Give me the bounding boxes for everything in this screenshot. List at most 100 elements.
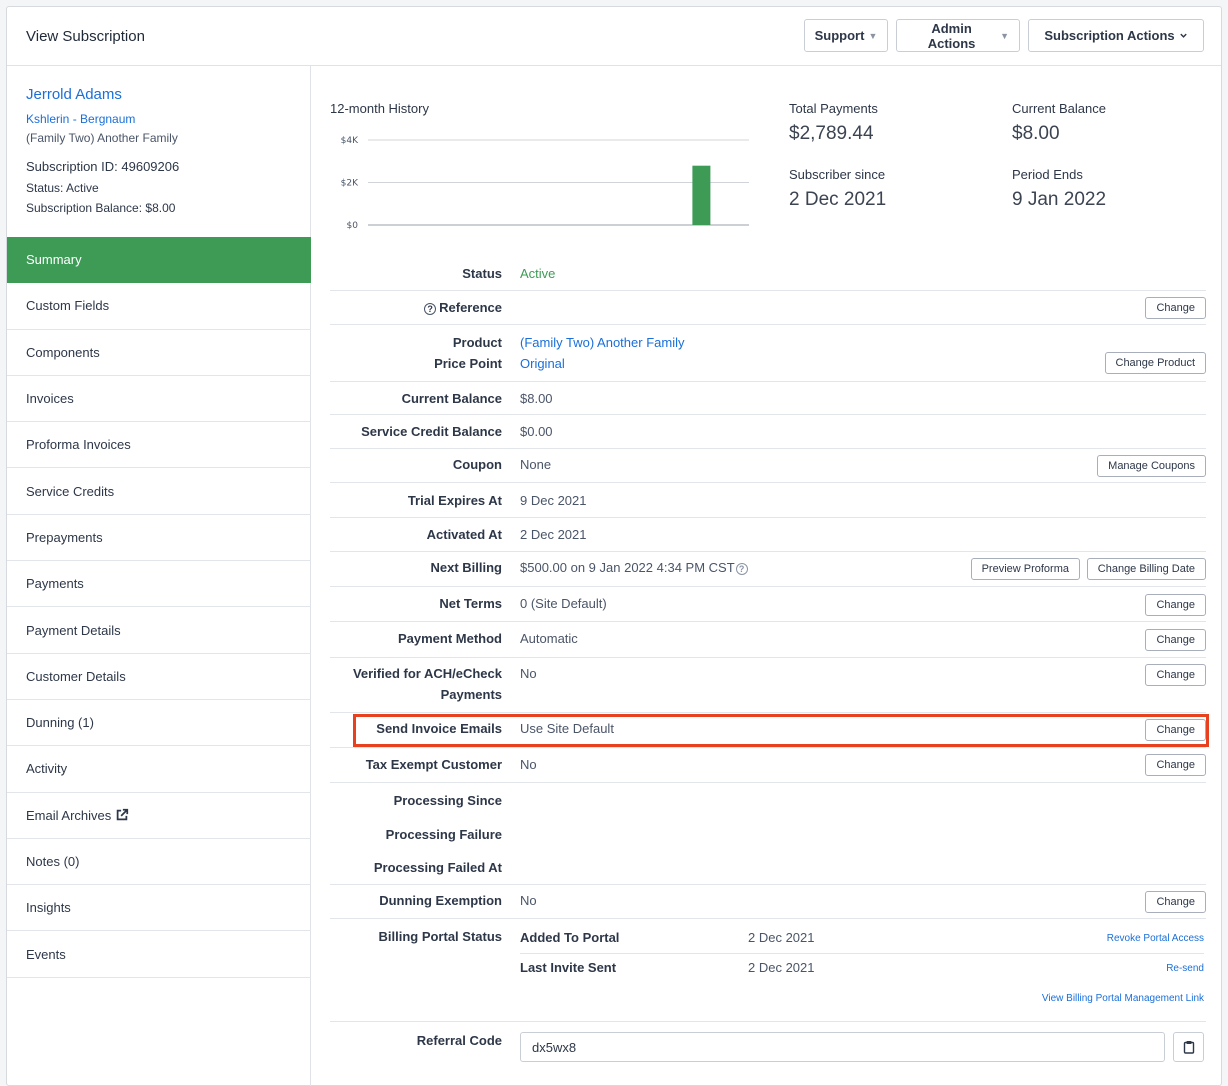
- revoke-portal-access-link[interactable]: Revoke Portal Access: [1106, 933, 1204, 944]
- subscription-id: Subscription ID: 49609206: [26, 159, 180, 174]
- row-verified-ach: Verified for ACH/eCheck Payments No Chan…: [330, 658, 1206, 713]
- portal-invite-row: Last Invite Sent 2 Dec 2021 Re-send: [520, 954, 1204, 984]
- sidebar-item-summary[interactable]: Summary: [7, 237, 311, 284]
- customer-plan: (Family Two) Another Family: [26, 131, 178, 145]
- change-reference-button[interactable]: Change: [1145, 297, 1206, 319]
- sidebar-item-email-archives[interactable]: Email Archives: [7, 793, 311, 839]
- admin-actions-dropdown-button[interactable]: Admin Actions ▼: [896, 19, 1020, 52]
- coupon-label: Coupon: [452, 457, 502, 472]
- activated-label: Activated At: [426, 527, 502, 542]
- customer-organization-link[interactable]: Kshlerin - Bergnaum: [26, 112, 136, 126]
- service-credit-value: $0.00: [520, 424, 553, 439]
- period-ends-value: 9 Jan 2022: [1012, 189, 1107, 210]
- preview-proforma-button[interactable]: Preview Proforma: [970, 558, 1080, 580]
- sidebar-nav: Summary Custom Fields Components Invoice…: [7, 237, 311, 978]
- chart-ytick-label: $4K: [341, 136, 359, 146]
- highlight-box: [353, 714, 1209, 747]
- current-balance-label: Current Balance: [1012, 101, 1106, 116]
- support-label: Support: [814, 28, 865, 43]
- subscription-status: Status: Active: [26, 181, 99, 195]
- change-verified-ach-button[interactable]: Change: [1145, 664, 1206, 686]
- subscription-balance: Subscription Balance: $8.00: [26, 201, 176, 215]
- sidebar-item-proforma-invoices[interactable]: Proforma Invoices: [7, 422, 311, 469]
- resend-invite-link[interactable]: Re-send: [1166, 963, 1204, 974]
- row-product: Product (Family Two) Another Family Pric…: [330, 325, 1206, 382]
- portal-added-row: Added To Portal 2 Dec 2021 Revoke Portal…: [520, 924, 1204, 954]
- row-reference: ? Reference Change: [330, 291, 1206, 325]
- row-send-invoice-emails: Send Invoice Emails Use Site Default Cha…: [330, 713, 1209, 748]
- price-point-link[interactable]: Original: [520, 356, 565, 371]
- chart-bar[interactable]: [692, 165, 711, 225]
- sidebar-item-events[interactable]: Events: [7, 931, 311, 978]
- sidebar-item-payment-details[interactable]: Payment Details: [7, 607, 311, 654]
- total-payments-value: $2,789.44: [789, 123, 874, 144]
- last-invite-sent-label: Last Invite Sent: [520, 960, 617, 975]
- row-status: Status Active: [330, 256, 1206, 291]
- change-net-terms-button[interactable]: Change: [1145, 594, 1206, 616]
- history-title: 12-month History: [330, 101, 429, 116]
- sidebar-item-prepayments[interactable]: Prepayments: [7, 515, 311, 562]
- row-activated: Activated At 2 Dec 2021: [330, 518, 1206, 552]
- product-link[interactable]: (Family Two) Another Family: [520, 335, 685, 350]
- current-balance-value: $8.00: [1012, 123, 1060, 144]
- copy-referral-code-button[interactable]: [1173, 1032, 1204, 1062]
- processing-failed-at-label: Processing Failed At: [373, 860, 502, 875]
- caret-down-icon: ▼: [1000, 30, 1009, 41]
- customer-name-link[interactable]: Jerrold Adams: [26, 86, 122, 103]
- page-title: View Subscription: [26, 28, 145, 45]
- subscription-actions-dropdown-button[interactable]: Subscription Actions: [1028, 19, 1204, 52]
- change-payment-method-button[interactable]: Change: [1145, 629, 1206, 651]
- sidebar-item-invoices[interactable]: Invoices: [7, 376, 311, 423]
- net-terms-value: 0 (Site Default): [520, 596, 607, 611]
- row-dunning-exemption: Dunning Exemption No Change: [330, 885, 1206, 919]
- trial-expires-value: 9 Dec 2021: [520, 493, 587, 508]
- sidebar-item-custom-fields[interactable]: Custom Fields: [7, 283, 311, 330]
- support-dropdown-button[interactable]: Support ▼: [804, 19, 888, 52]
- price-point-label: Price Point: [434, 356, 502, 371]
- tax-exempt-value: No: [520, 757, 537, 772]
- change-product-button[interactable]: Change Product: [1104, 352, 1206, 374]
- view-billing-portal-link[interactable]: View Billing Portal Management Link: [1041, 993, 1204, 1004]
- sidebar-item-customer-details[interactable]: Customer Details: [7, 654, 311, 700]
- change-tax-exempt-button[interactable]: Change: [1145, 754, 1206, 776]
- service-credit-label: Service Credit Balance: [361, 424, 502, 439]
- subscriber-since-label: Subscriber since: [789, 167, 886, 182]
- row-current-balance: Current Balance $8.00: [330, 382, 1206, 415]
- referral-code-input[interactable]: [520, 1032, 1165, 1062]
- tax-exempt-label: Tax Exempt Customer: [365, 757, 502, 772]
- payment-method-label: Payment Method: [397, 631, 502, 646]
- change-dunning-exemption-button[interactable]: Change: [1145, 891, 1206, 913]
- history-chart: $4K $2K $0: [341, 136, 749, 231]
- sidebar-item-insights[interactable]: Insights: [7, 885, 311, 932]
- trial-expires-label: Trial Expires At: [407, 493, 502, 508]
- sidebar-item-activity[interactable]: Activity: [7, 746, 311, 793]
- added-to-portal-value: 2 Dec 2021: [748, 930, 815, 945]
- change-billing-date-button[interactable]: Change Billing Date: [1086, 558, 1206, 580]
- portal-link-row: View Billing Portal Management Link: [520, 984, 1204, 1014]
- status-label: Status: [462, 266, 502, 281]
- send-invoice-emails-label: Send Invoice Emails: [376, 721, 502, 736]
- row-next-billing: Next Billing $500.00 on 9 Jan 2022 4:34 …: [330, 552, 1206, 587]
- manage-coupons-button[interactable]: Manage Coupons: [1097, 455, 1206, 477]
- row-coupon: Coupon None Manage Coupons: [330, 449, 1206, 483]
- sidebar-item-components[interactable]: Components: [7, 330, 311, 376]
- billing-portal-status-label: Billing Portal Status: [378, 929, 502, 944]
- question-circle-icon[interactable]: ?: [735, 563, 748, 575]
- sidebar-item-notes[interactable]: Notes (0): [7, 839, 311, 886]
- sidebar-item-payments[interactable]: Payments: [7, 561, 311, 608]
- question-circle-icon[interactable]: ?: [424, 303, 437, 315]
- row-processing-failure: Processing Failure: [330, 817, 1206, 850]
- clipboard-icon: [1183, 1041, 1194, 1054]
- coupon-value: None: [520, 457, 552, 472]
- payment-method-value: Automatic: [520, 631, 578, 646]
- billing-portal-subtable: Added To Portal 2 Dec 2021 Revoke Portal…: [520, 924, 1204, 1014]
- next-billing-value: $500.00 on 9 Jan 2022 4:34 PM CST?: [520, 557, 748, 578]
- verified-ach-label-line2: Payments: [440, 687, 502, 702]
- dunning-exemption-label: Dunning Exemption: [379, 893, 502, 908]
- change-send-invoice-emails-button[interactable]: Change: [1145, 719, 1206, 741]
- sidebar-item-service-credits[interactable]: Service Credits: [7, 468, 311, 515]
- verified-ach-value: No: [520, 666, 537, 681]
- sidebar-item-dunning[interactable]: Dunning (1): [7, 700, 311, 747]
- verified-ach-label: Verified for ACH/eCheck: [352, 666, 502, 681]
- processing-failure-label: Processing Failure: [385, 827, 502, 842]
